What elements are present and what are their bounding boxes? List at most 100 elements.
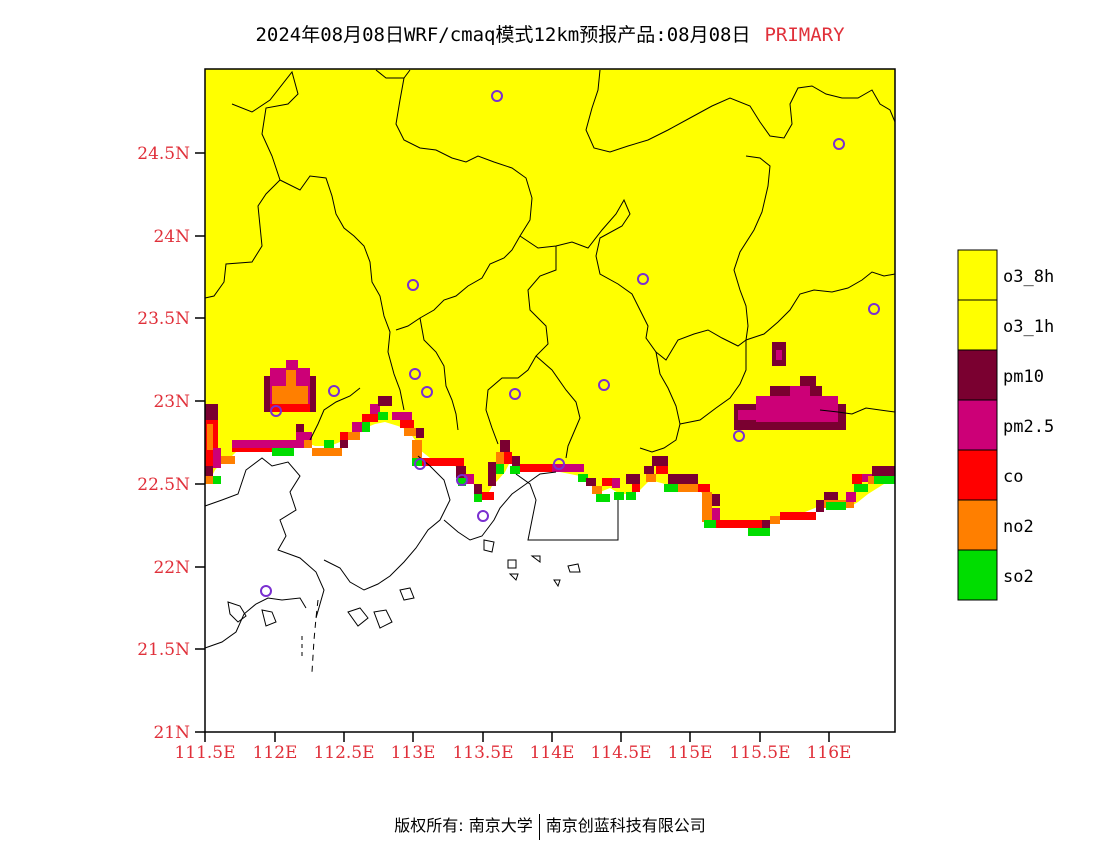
cell-so2: [578, 474, 588, 482]
coastline: [204, 457, 325, 619]
copyright-right: 南京创蓝科技有限公司: [545, 816, 706, 835]
province-line: [519, 198, 747, 361]
coastline: [323, 455, 451, 591]
cell-co: [270, 404, 310, 412]
island: [508, 573, 519, 581]
cell-co: [362, 414, 378, 422]
x-tick-label: 114E: [530, 743, 575, 763]
cell-co: [852, 474, 862, 484]
cell-so2: [412, 458, 422, 466]
cell-so2: [874, 476, 895, 484]
station-marker: [598, 379, 610, 391]
y-axis: [195, 152, 205, 733]
province-line: [679, 340, 747, 425]
cell-so2: [324, 440, 334, 448]
station-marker: [637, 273, 649, 285]
cell-co: [780, 512, 816, 520]
legend-swatch-no2: [957, 499, 998, 551]
cell-co: [716, 520, 762, 528]
cell-pm10: [205, 466, 213, 476]
x-tick-label: 112.5E: [313, 743, 374, 763]
legend-label-pm25: pm2.5: [1003, 417, 1054, 437]
cell-co: [504, 452, 512, 464]
station-markers: [260, 90, 880, 597]
station-marker: [733, 430, 745, 442]
cell-no2: [592, 486, 602, 494]
cell-co: [400, 420, 414, 428]
cell-so2: [213, 476, 221, 484]
legend-swatch-o3-1h: [957, 299, 998, 351]
x-tick-labels: 111.5E 112E 112.5E 113E 113.5E 114E 114.…: [174, 743, 851, 763]
cell-pm25: [296, 432, 312, 440]
legend-label-o3-1h: o3_1h: [1003, 317, 1054, 337]
province-line: [745, 271, 896, 341]
hong-kong-boundary: [515, 473, 619, 541]
cell-pm25: [552, 464, 584, 472]
station-marker: [509, 388, 521, 400]
station-marker: [477, 510, 489, 522]
cell-pm10: [416, 428, 424, 438]
cell-pm25: [272, 440, 304, 448]
cell-pm10: [824, 492, 838, 500]
y-tick-label: 24.5N: [137, 144, 190, 164]
cell-no2: [868, 476, 878, 484]
cell-no2: [312, 448, 342, 456]
x-tick-label: 113.5E: [452, 743, 513, 763]
station-marker: [409, 368, 421, 380]
cell-co: [340, 432, 354, 440]
cell-pm10: [652, 456, 668, 466]
station-marker: [407, 279, 419, 291]
legend-label-o3-8h: o3_8h: [1003, 267, 1054, 287]
cell-no2: [646, 474, 656, 482]
cell-so2: [362, 422, 370, 432]
cell-pm10: [378, 396, 392, 406]
cell-pm25: [213, 448, 221, 468]
copyright-left: 版权所有: 南京大学: [394, 816, 533, 835]
province-line: [535, 355, 581, 459]
station-marker: [260, 585, 272, 597]
island: [399, 587, 415, 601]
boundary-lines: [204, 69, 896, 673]
cell-pm10: [456, 466, 466, 478]
cell-co: [656, 466, 668, 474]
station-marker: [868, 303, 880, 315]
y-tick-label: 21.5N: [137, 640, 190, 660]
cell-co: [520, 464, 552, 472]
cell-no2: [496, 452, 504, 464]
cell-pm10: [816, 500, 824, 512]
cell-pm25: [862, 474, 872, 482]
legend-swatch-co: [957, 449, 998, 501]
cell-pm10: [488, 462, 496, 486]
province-line: [733, 155, 771, 341]
cell-pm10: [296, 424, 304, 432]
station-marker: [328, 385, 340, 397]
cell-no2: [348, 432, 360, 440]
legend: o3_8h o3_1h pm10 pm2.5 co no2 so2: [957, 249, 1054, 601]
x-tick-label: 115.5E: [729, 743, 790, 763]
cell-no2: [205, 476, 213, 484]
cell-pm10: [762, 520, 770, 528]
province-line: [419, 317, 459, 431]
cell-pm25: [846, 492, 856, 502]
legend-label-so2: so2: [1003, 567, 1034, 587]
legend-swatch-pm25: [957, 399, 998, 451]
cell-no2: [207, 424, 213, 450]
x-tick-label: 113E: [391, 743, 436, 763]
x-tick-label: 116E: [807, 743, 852, 763]
cell-no2: [678, 484, 706, 492]
x-tick-label: 112E: [253, 743, 298, 763]
pollutant-cells: [205, 342, 895, 536]
cell-pm10: [872, 466, 895, 476]
cell-pm10: [668, 474, 698, 484]
cell-so2: [748, 528, 770, 536]
cell-so2: [626, 492, 636, 500]
y-tick-label: 23N: [153, 392, 190, 412]
station-marker: [421, 386, 433, 398]
y-tick-label: 23.5N: [137, 309, 190, 329]
cell-no2: [286, 370, 296, 386]
cell-pm10: [644, 466, 654, 474]
cell-no2: [304, 440, 312, 448]
cell-so2: [510, 466, 520, 474]
station-marker: [553, 458, 565, 470]
